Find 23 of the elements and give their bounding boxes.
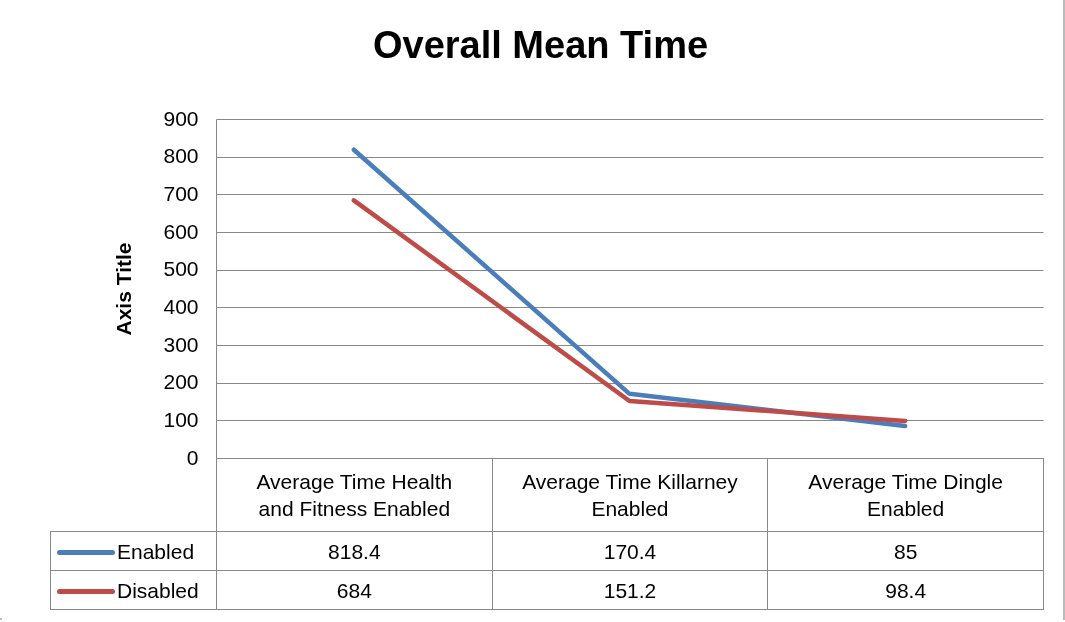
data-label: 98.4: [767, 570, 1044, 610]
data-label: 85: [767, 531, 1044, 571]
y-tick-label: 400: [163, 294, 199, 318]
y-tick-label: 600: [163, 219, 199, 243]
y-tick-label: 200: [163, 370, 199, 394]
y-tick-label: 500: [163, 257, 199, 281]
data-label: 684: [216, 570, 493, 610]
legend-label: Disabled: [50, 570, 217, 610]
y-tick-label: 300: [163, 332, 199, 356]
y-tick-label: 0: [186, 445, 199, 469]
y-axis-title: Axis Title: [112, 242, 136, 336]
chart-title: Overall Mean Time: [372, 24, 709, 66]
data-label: 151.2: [492, 570, 768, 610]
data-label: 170.4: [492, 531, 768, 571]
legend-label: Enabled: [50, 531, 217, 571]
y-tick-label: 700: [163, 181, 199, 205]
x-tick-label: Average Time Killarney Enabled: [492, 458, 768, 532]
y-tick-label: 900: [163, 106, 199, 130]
x-tick-label: Average Time Dingle Enabled: [767, 458, 1044, 532]
data-label: 818.4: [216, 531, 493, 571]
x-tick-label: Average Time Health and Fitness Enabled: [216, 458, 493, 532]
y-tick-label: 100: [163, 407, 199, 431]
y-tick-label: 800: [163, 144, 199, 168]
